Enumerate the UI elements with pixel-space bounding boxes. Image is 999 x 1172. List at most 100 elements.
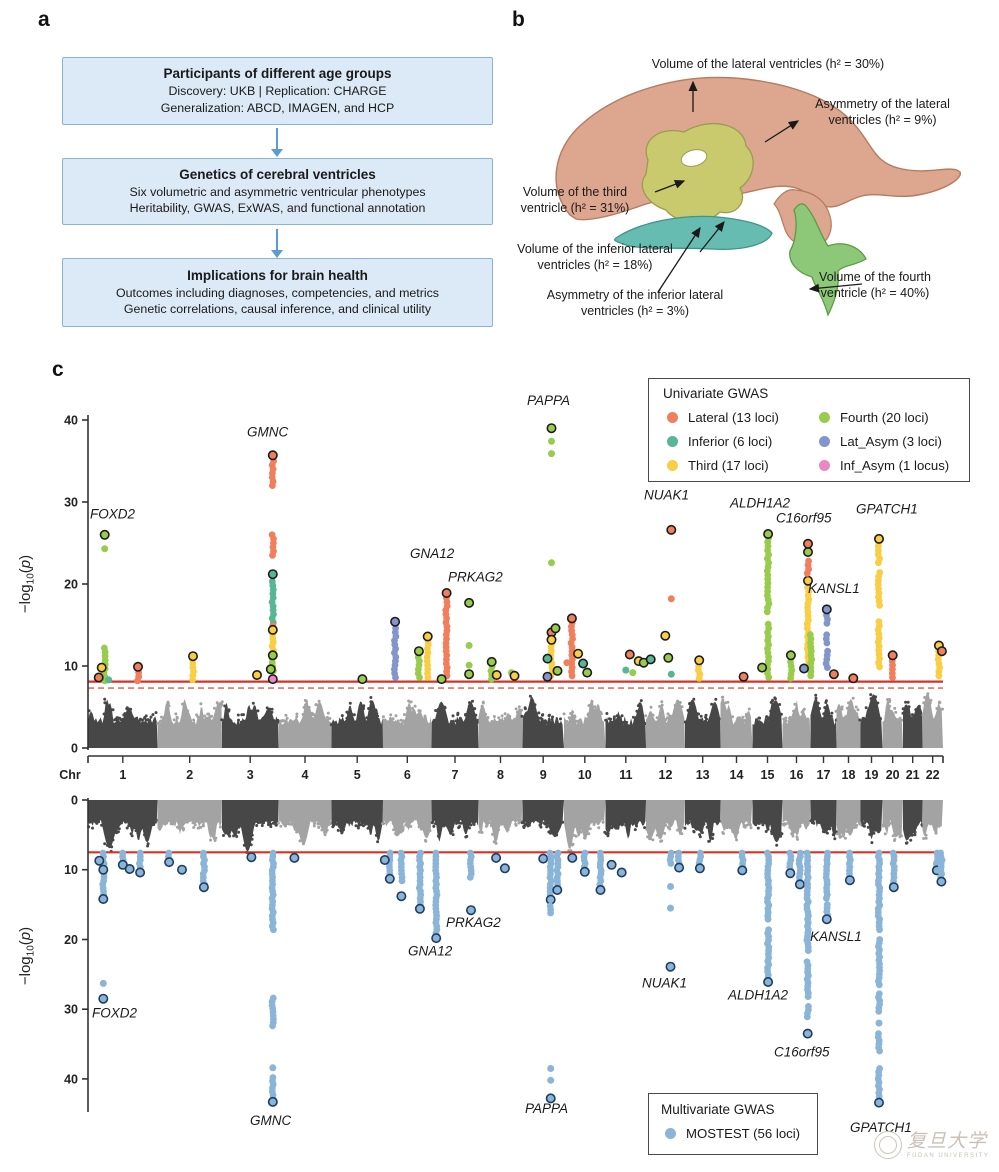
lead-snp-dot xyxy=(135,867,146,878)
gene-label-PAPPA: PAPPA xyxy=(525,1101,568,1116)
lead-snp-dot xyxy=(96,662,107,673)
lead-snp-dot xyxy=(888,882,899,893)
lead-snp-dot xyxy=(645,654,656,665)
gene-label-GNA12: GNA12 xyxy=(408,944,453,959)
gene-label-ALDH1A2: ALDH1A2 xyxy=(729,496,791,511)
annotation-lateral-asymmetry: Asymmetry of the lateral ventricles (h² … xyxy=(815,97,950,128)
third-dot-icon xyxy=(667,459,678,471)
lead-snp-dot xyxy=(98,993,109,1004)
chr-tick-label: 18 xyxy=(842,768,856,782)
lead-snp-dot xyxy=(413,646,424,657)
gene-label-FOXD2: FOXD2 xyxy=(90,506,136,521)
chr-tick-label: 8 xyxy=(497,768,504,782)
lead-snp-dot xyxy=(267,674,278,685)
chr-tick-label: 15 xyxy=(761,768,775,782)
svg-text:10: 10 xyxy=(64,863,78,877)
lead-snp-dot xyxy=(663,652,674,663)
lead-snp-dot xyxy=(465,905,476,916)
lead-snp-dot xyxy=(798,663,809,674)
lead-snp-dot xyxy=(98,864,109,875)
lead-snp-dot xyxy=(396,891,407,902)
lead-snp-dot xyxy=(844,875,855,886)
lead-snp-dot xyxy=(99,529,110,540)
fudan-seal-icon xyxy=(874,1131,902,1159)
watermark-subtext: FUDAN UNIVERSITY xyxy=(907,1152,990,1159)
y-axis-title: −log10(p) xyxy=(17,555,37,613)
lead-snp-dot xyxy=(491,669,502,680)
lead-snp-dot xyxy=(738,671,749,682)
legend-item-label: Third (17 loci) xyxy=(688,457,769,473)
gene-label-FOXD2: FOXD2 xyxy=(92,1006,138,1021)
lead-snp-dot xyxy=(785,650,796,661)
flow-arrow-down-icon xyxy=(271,229,283,258)
chr-tick-label: 2 xyxy=(186,768,193,782)
flow-box-line: Heritability, GWAS, ExWAS, and functiona… xyxy=(129,201,426,215)
chr-tick-label: 20 xyxy=(886,768,900,782)
lead-snp-dot xyxy=(757,662,768,673)
chr-tick-label: 3 xyxy=(247,768,254,782)
flow-box-line: Outcomes including diagnoses, competenci… xyxy=(115,285,439,300)
lead-snp-dot xyxy=(267,624,278,635)
y-axis-title: −log10(p) xyxy=(17,927,37,985)
chr-tick-label: 11 xyxy=(619,768,632,782)
lead-snp-dot xyxy=(821,914,832,925)
flow-box-genetics: Genetics of cerebral ventricles Six volu… xyxy=(62,158,493,225)
svg-text:40: 40 xyxy=(64,1072,78,1086)
panel-a-label: a xyxy=(38,8,50,31)
lead-snp-dot xyxy=(567,852,578,863)
gene-label-GPATCH1: GPATCH1 xyxy=(856,502,918,517)
lead-snp-dot xyxy=(887,650,898,661)
chr-tick-label: 6 xyxy=(404,768,411,782)
lat-asym-dot-icon xyxy=(819,435,830,447)
mostest-dot-icon xyxy=(665,1127,676,1139)
gene-label-C16orf95: C16orf95 xyxy=(774,1045,830,1060)
inf-asym-dot-icon xyxy=(819,459,830,471)
chr-tick-label: 16 xyxy=(790,768,804,782)
legend-item-label: Inferior (6 loci) xyxy=(688,433,773,449)
lead-snp-dot xyxy=(542,653,553,664)
gene-label-KANSL1: KANSL1 xyxy=(808,581,860,596)
arrow-third-volume xyxy=(654,179,686,193)
lead-snp-dot xyxy=(550,623,561,634)
third-ventricle-foramen xyxy=(680,149,708,167)
lead-snp-dot xyxy=(848,673,859,684)
chr-tick-label: 9 xyxy=(540,768,547,782)
flow-arrow-down-icon xyxy=(271,128,283,157)
chr-tick-label: 19 xyxy=(865,768,879,782)
flow-box-line: Six volumetric and asymmetric ventricula… xyxy=(129,184,426,199)
flow-box-implications: Implications for brain health Outcomes i… xyxy=(62,258,493,327)
panel-b-label: b xyxy=(512,8,525,31)
flow-box-title: Participants of different age groups xyxy=(163,66,392,82)
lead-snp-dot xyxy=(357,674,368,685)
lead-snp-dot xyxy=(595,884,606,895)
fudan-university-watermark: 复旦大学 FUDAN UNIVERSITY xyxy=(874,1121,998,1169)
svg-text:0: 0 xyxy=(71,794,78,808)
lead-snp-dot xyxy=(509,670,520,681)
legend-item-label: MOSTEST (56 loci) xyxy=(686,1125,801,1141)
lead-snp-dot xyxy=(267,650,278,661)
lead-snp-dot xyxy=(267,450,278,461)
watermark-chinese-text: 复旦大学 xyxy=(907,1129,988,1152)
lead-snp-dot xyxy=(616,867,627,878)
panel-c-label: c xyxy=(52,358,64,381)
gene-label-GMNC: GMNC xyxy=(247,424,288,439)
lead-snp-dot xyxy=(414,903,425,914)
lead-snp-dot xyxy=(133,661,144,672)
lead-snp-dot xyxy=(491,852,502,863)
lead-snp-dot xyxy=(936,876,947,887)
annotation-lateral-volume: Volume of the lateral ventricles (h² = 3… xyxy=(651,57,885,71)
lead-snp-dot xyxy=(674,862,685,873)
lead-snp-dot xyxy=(785,868,796,879)
chr-tick-label: 21 xyxy=(906,768,920,782)
manhattan-plots: FOXD2GMNCGNA12PRKAG2PAPPANUAK1ALDH1A2C16… xyxy=(17,393,947,1135)
lead-snp-dot xyxy=(873,533,884,544)
lead-snp-dot xyxy=(873,1097,884,1108)
lead-snp-dot xyxy=(265,664,276,675)
lead-snp-dot xyxy=(464,597,475,608)
lead-snp-dot xyxy=(252,669,263,680)
lead-snp-dot xyxy=(624,649,635,660)
gene-label-C16orf95: C16orf95 xyxy=(776,511,832,526)
lead-snp-dot xyxy=(436,674,447,685)
multivariate-manhattan: FOXD2 GMNC GNA12 PRKAG2 PAPPA NUAK1 ALDH1A2 C16… xyxy=(17,794,947,1135)
